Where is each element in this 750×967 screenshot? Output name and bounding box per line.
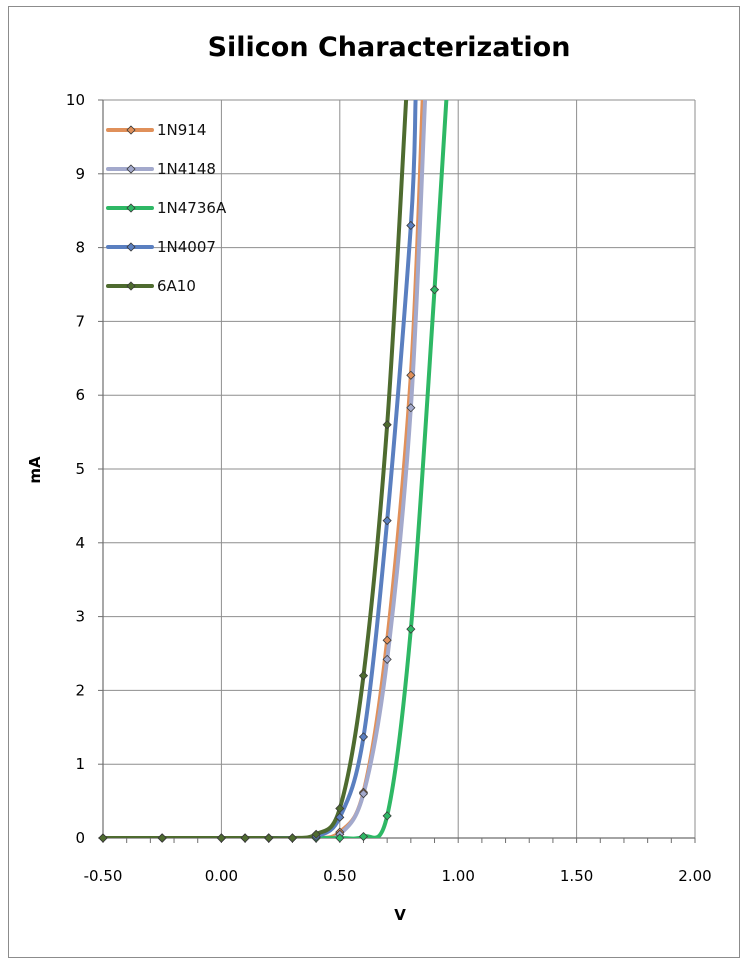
- chart-title: Silicon Characterization: [208, 32, 571, 63]
- series-line-1n4148: [103, 100, 428, 838]
- x-tick-label: 0.50: [323, 867, 356, 885]
- data-point: [335, 803, 345, 814]
- chart-frame: [8, 6, 740, 958]
- data-point: [335, 812, 345, 822]
- x-tick-label: 2.00: [678, 867, 711, 885]
- y-tick-label: 0: [75, 829, 85, 847]
- series-markers: [98, 220, 440, 843]
- axes: -0.50 0.00 0.50 1.00 1.50 2.00 0 1 2 3 4 5 6 7 8 9 10: [66, 91, 712, 885]
- legend-marker: [126, 242, 136, 252]
- y-tick-label: 9: [75, 165, 85, 183]
- series-line-1n4736a: [103, 100, 449, 838]
- data-point: [382, 654, 392, 664]
- data-point: [406, 403, 416, 413]
- data-point: [382, 811, 392, 821]
- y-tick-label: 10: [66, 91, 85, 109]
- legend-label: 1N914: [157, 121, 206, 139]
- data-point: [358, 831, 369, 842]
- series-group: [98, 100, 449, 843]
- series-line-1n4007: [103, 100, 418, 838]
- data-point: [98, 833, 108, 843]
- data-point: [358, 789, 369, 799]
- legend-marker: [126, 281, 136, 291]
- y-tick-label: 6: [75, 386, 85, 404]
- data-point: [382, 635, 392, 645]
- data-point: [216, 833, 226, 843]
- x-tick-label: 0.00: [205, 867, 238, 885]
- data-point: [429, 285, 440, 295]
- y-tick-label: 3: [75, 608, 85, 626]
- legend-label: 1N4736A: [157, 199, 227, 217]
- y-tick-label: 8: [75, 239, 85, 257]
- x-tick-label: 1.00: [441, 867, 474, 885]
- x-axis-label: V: [394, 906, 406, 924]
- y-tick-label: 5: [75, 460, 85, 478]
- legend: 1N914 1N4148 1N4736A 1N4007 6A10: [106, 121, 227, 295]
- data-point: [157, 833, 167, 843]
- x-tick-label: -0.50: [84, 867, 123, 885]
- data-point: [311, 829, 321, 839]
- legend-marker: [126, 125, 136, 135]
- data-point: [264, 833, 274, 843]
- y-tick-label: 7: [75, 312, 85, 330]
- data-point: [382, 516, 392, 526]
- legend-marker: [126, 164, 136, 174]
- data-point: [358, 732, 369, 742]
- data-point: [240, 833, 250, 843]
- y-axis-label: mA: [26, 456, 44, 484]
- y-tick-label: 1: [75, 755, 85, 773]
- data-point: [382, 420, 392, 430]
- data-point: [335, 833, 345, 843]
- data-point: [406, 624, 416, 634]
- legend-label: 1N4148: [157, 160, 216, 178]
- legend-label: 6A10: [157, 277, 196, 295]
- legend-marker: [126, 203, 136, 213]
- y-tick-label: 4: [75, 534, 85, 552]
- x-tick-label: 1.50: [560, 867, 593, 885]
- data-point: [406, 370, 416, 380]
- y-tick-label: 2: [75, 681, 85, 699]
- legend-label: 1N4007: [157, 238, 216, 256]
- data-point: [406, 220, 416, 231]
- data-point: [358, 671, 369, 681]
- data-point: [287, 833, 298, 843]
